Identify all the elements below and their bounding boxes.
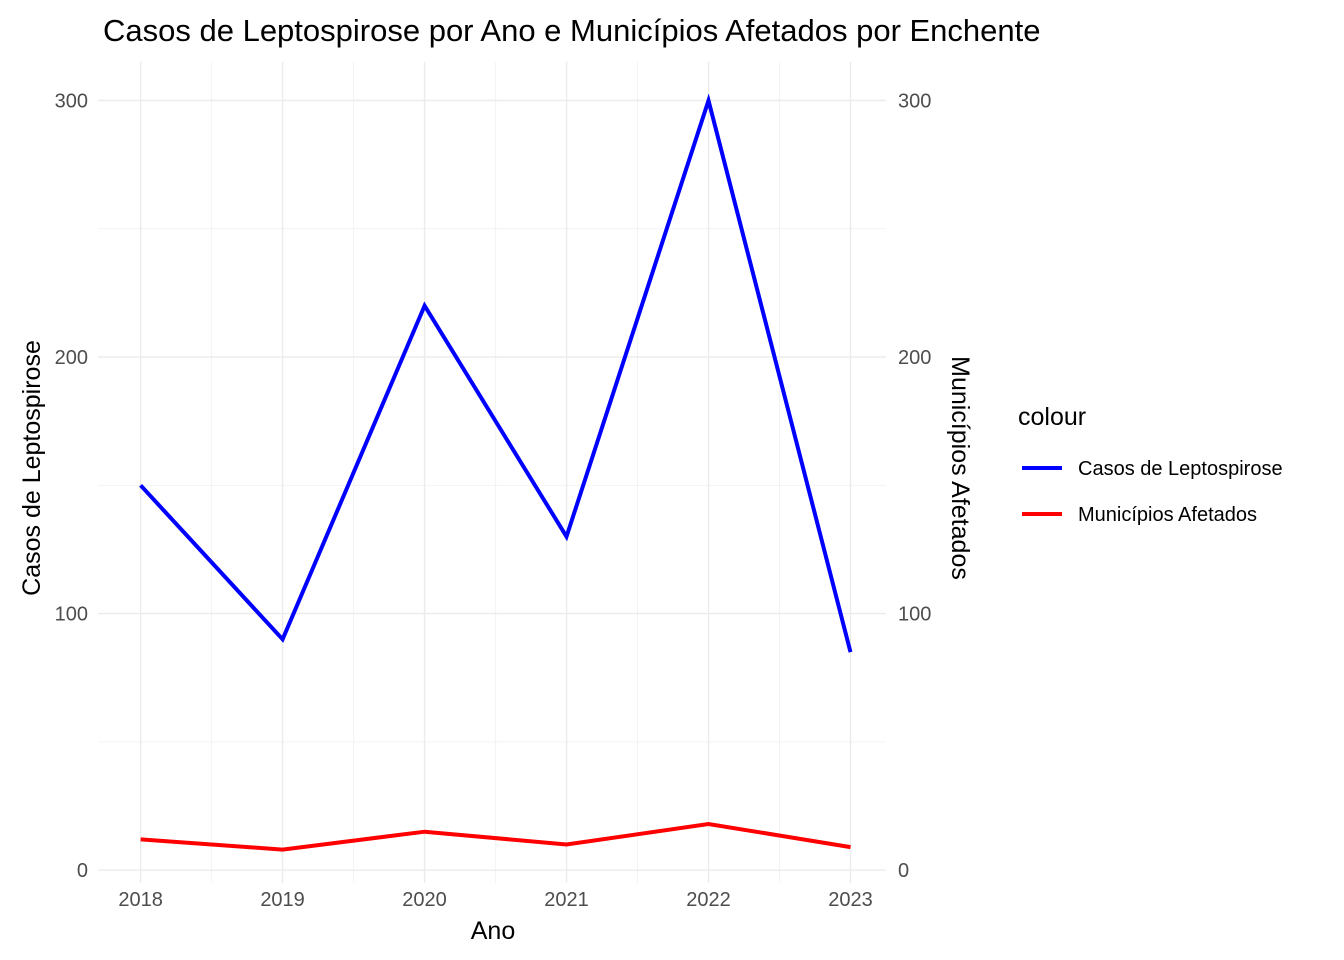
legend-label-casos: Casos de Leptospirose bbox=[1078, 458, 1283, 480]
legend-label-municipios: Municípios Afetados bbox=[1078, 504, 1257, 526]
y-axis-title: Casos de Leptospirose bbox=[18, 340, 46, 596]
x-tick-label: 2020 bbox=[402, 889, 447, 911]
x-tick-label: 2023 bbox=[828, 889, 873, 911]
x-tick-label: 2019 bbox=[260, 889, 305, 911]
x-tick-label: 2022 bbox=[686, 889, 731, 911]
chart-title: Casos de Leptospirose por Ano e Municípi… bbox=[103, 13, 1041, 48]
y-tick-label: 200 bbox=[55, 347, 88, 369]
x-tick-label: 2018 bbox=[118, 889, 163, 911]
y-axis-right-ticks: 0 100 200 300 bbox=[898, 90, 931, 882]
y-right-tick-label: 0 bbox=[898, 860, 909, 882]
y-tick-label: 100 bbox=[55, 604, 88, 626]
legend: colour Casos de Leptospirose Municípios … bbox=[1018, 403, 1283, 526]
y-right-tick-label: 100 bbox=[898, 604, 931, 626]
y-right-tick-label: 300 bbox=[898, 90, 931, 112]
y-right-tick-label: 200 bbox=[898, 347, 931, 369]
legend-title: colour bbox=[1018, 403, 1086, 431]
grid bbox=[98, 62, 886, 883]
series-lines bbox=[139, 93, 853, 852]
y-tick-label: 0 bbox=[77, 860, 88, 882]
y-axis-right-title: Municípios Afetados bbox=[946, 356, 974, 580]
y-axis-left-ticks: 0 100 200 300 bbox=[55, 90, 88, 882]
series-line-casos bbox=[139, 93, 853, 653]
x-axis-title: Ano bbox=[471, 917, 515, 945]
y-tick-label: 300 bbox=[55, 90, 88, 112]
x-tick-label: 2021 bbox=[544, 889, 589, 911]
x-axis-ticks: 2018 2019 2020 2021 2022 2023 bbox=[118, 889, 872, 911]
series-line-municipios bbox=[140, 821, 851, 852]
